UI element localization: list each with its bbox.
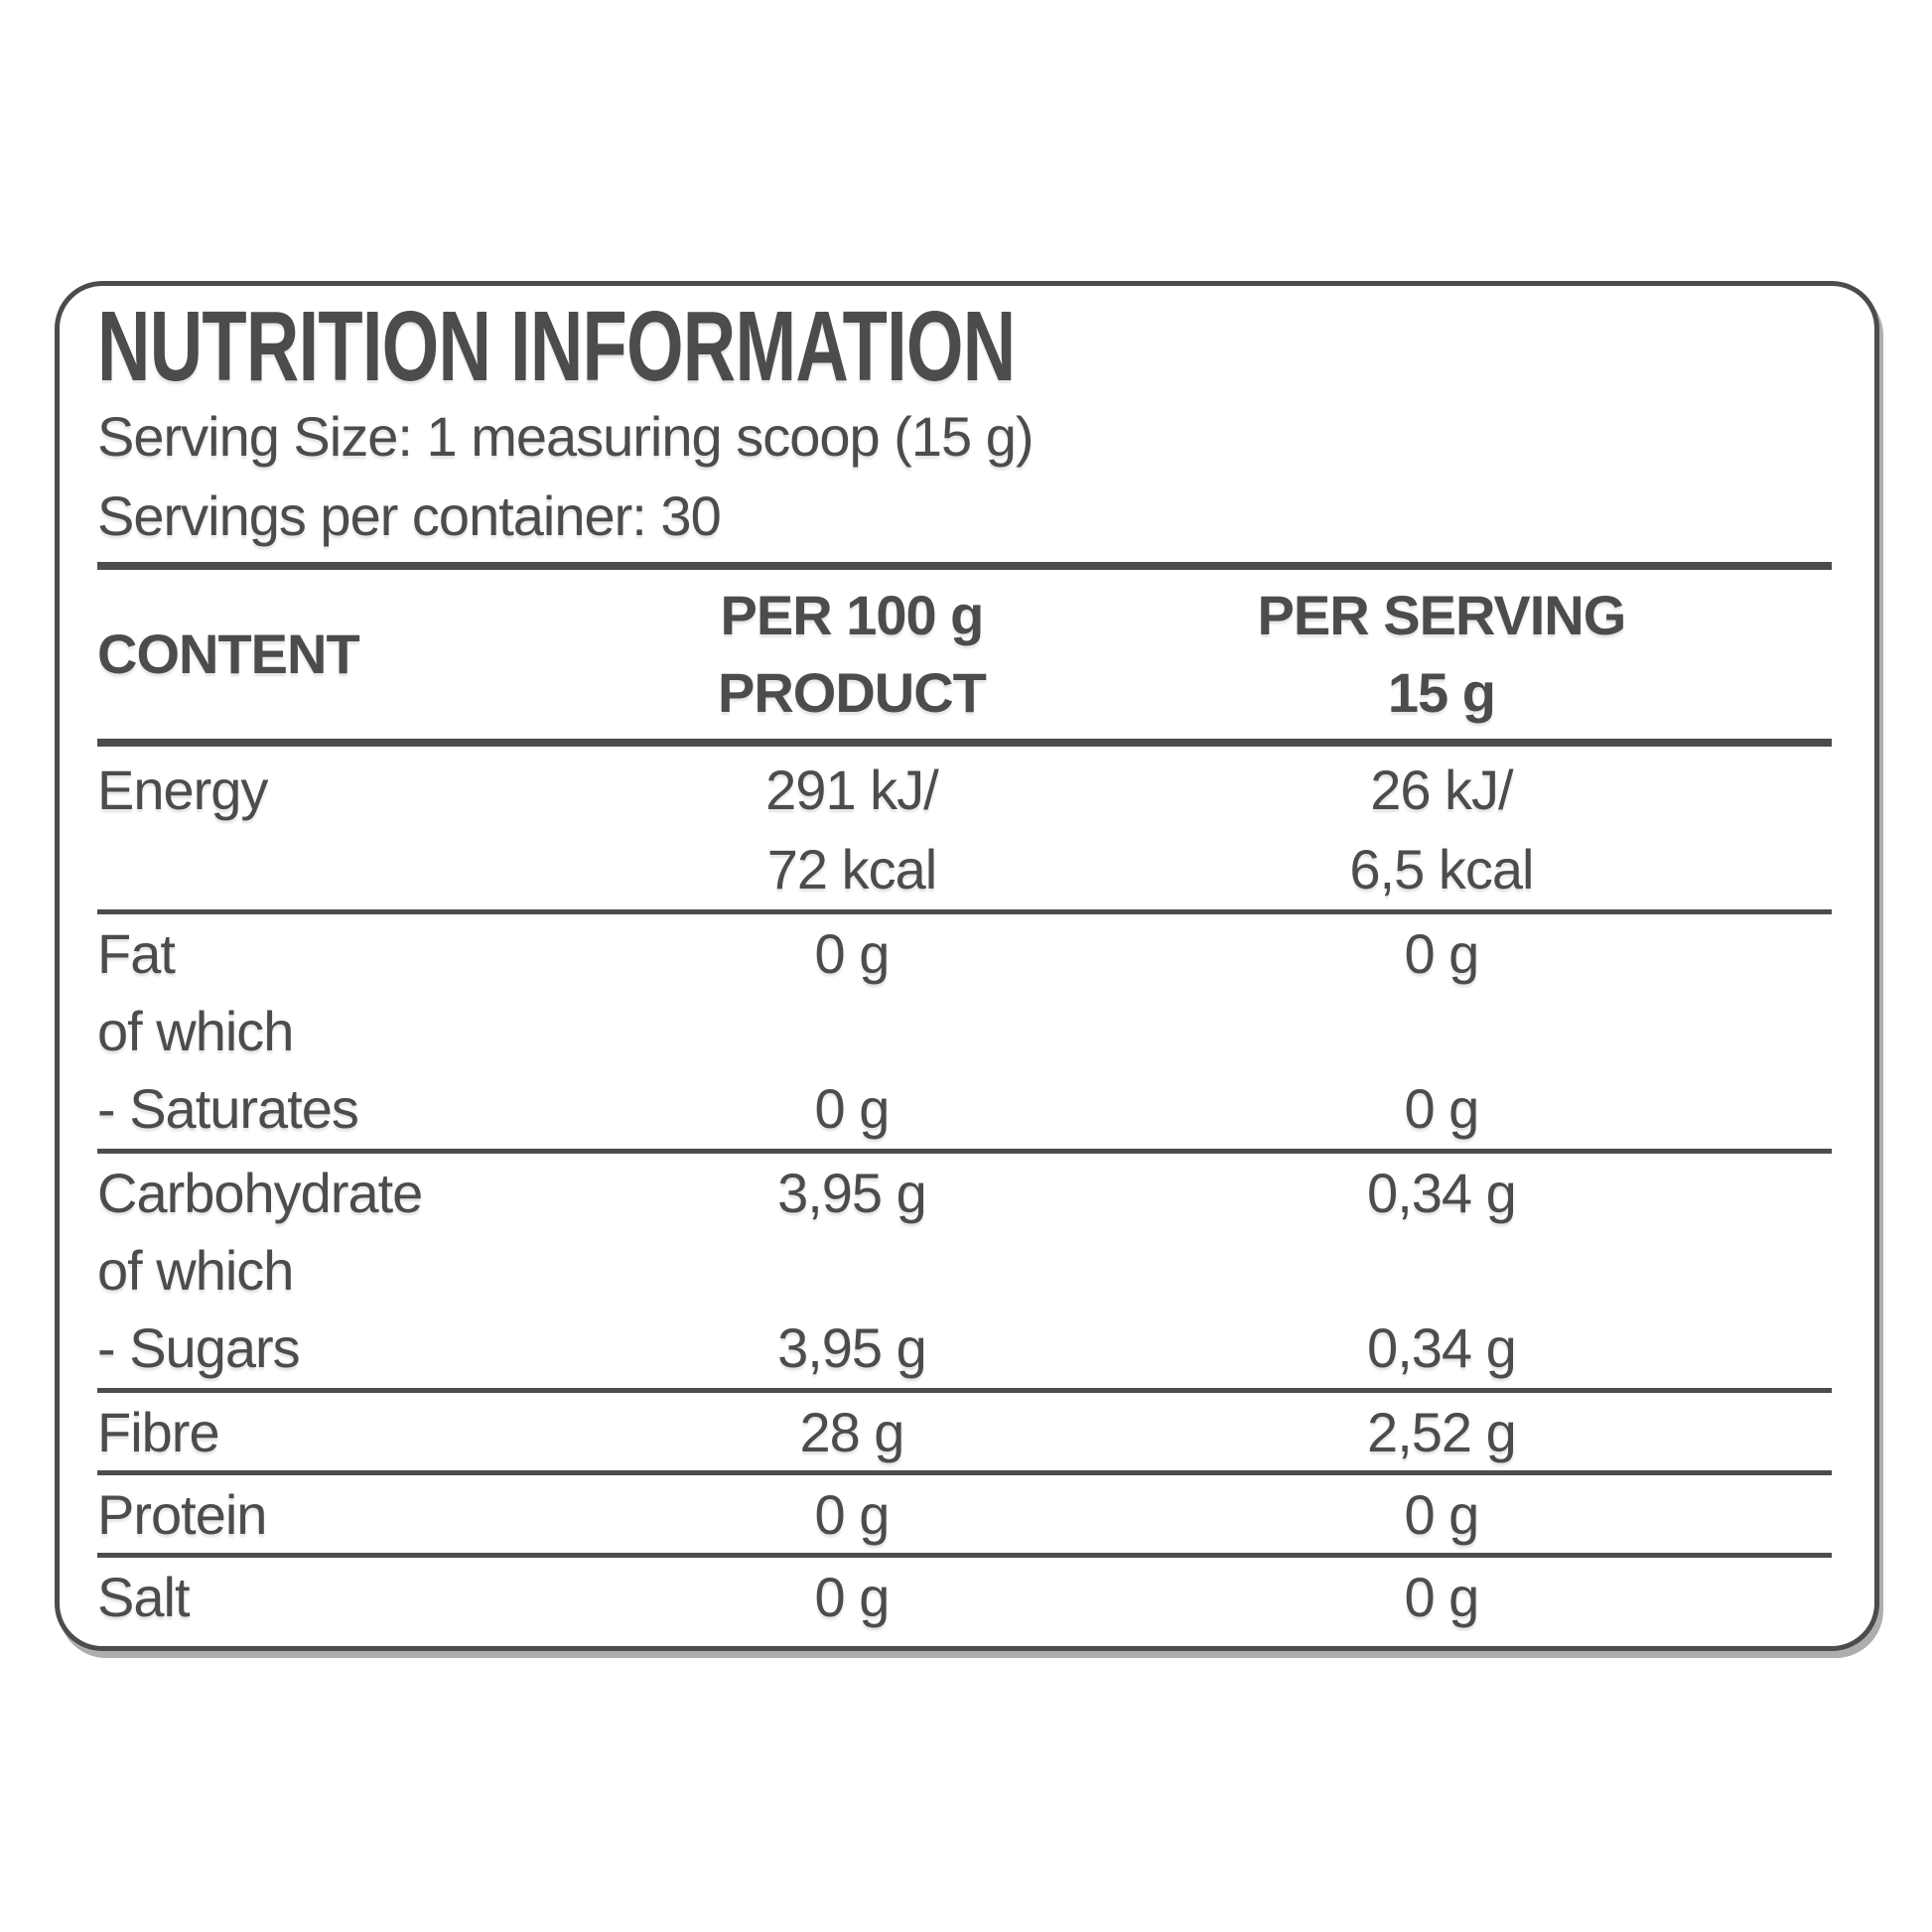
table-row: Energy 291 kJ/ 72 kcal 26 kJ/ 6,5 kcal xyxy=(97,747,1832,909)
row-value-per-serving: 0 g xyxy=(1404,1483,1479,1546)
row-value-per-100g: 3,95 g xyxy=(777,1162,927,1224)
divider-intro xyxy=(97,562,1832,570)
table-header-row: CONTENT PER 100 g PRODUCT PER SERVING 15… xyxy=(97,570,1832,739)
table-row: Fibre 28 g 2,52 g xyxy=(97,1393,1832,1470)
row-value-per-100g: 291 kJ/ 72 kcal xyxy=(765,759,939,900)
table-row: of which xyxy=(97,1231,1832,1309)
row-value-per-serving: 2,52 g xyxy=(1367,1401,1517,1463)
row-label: - Saturates xyxy=(97,1077,359,1140)
row-label: Salt xyxy=(97,1566,191,1628)
table-row: - Sugars 3,95 g 0,34 g xyxy=(97,1309,1832,1388)
table-row: Carbohydrate 3,95 g 0,34 g xyxy=(97,1154,1832,1231)
row-value-per-serving: 0,34 g xyxy=(1367,1316,1517,1379)
row-label: Protein xyxy=(97,1483,267,1546)
row-label: - Sugars xyxy=(97,1316,301,1379)
panel-content: NUTRITION INFORMATION Serving Size: 1 me… xyxy=(97,296,1832,1637)
table-row: Protein 0 g 0 g xyxy=(97,1475,1832,1553)
row-value-per-100g: 0 g xyxy=(814,1566,891,1628)
row-label: Fat xyxy=(97,922,176,985)
row-value-per-100g: 3,95 g xyxy=(777,1316,927,1379)
table-row: Fat 0 g 0 g xyxy=(97,914,1832,992)
panel-title-row: NUTRITION INFORMATION xyxy=(97,296,1832,397)
nutrition-panel: NUTRITION INFORMATION Serving Size: 1 me… xyxy=(55,281,1879,1651)
row-divider xyxy=(97,1553,1832,1558)
serving-size-text: Serving Size: 1 measuring scoop (15 g) xyxy=(97,405,1035,468)
row-value-per-serving: 0 g xyxy=(1404,1077,1479,1140)
row-value-per-100g: 0 g xyxy=(814,1077,891,1140)
row-value-per-serving: 0,34 g xyxy=(1367,1162,1517,1224)
row-divider xyxy=(97,909,1832,914)
servings-per-container-text: Servings per container: 30 xyxy=(97,484,722,547)
row-divider xyxy=(97,1149,1832,1154)
table-row: of which xyxy=(97,992,1832,1069)
header-content: CONTENT xyxy=(97,622,360,685)
row-value-per-100g: 0 g xyxy=(814,922,891,985)
row-label: of which xyxy=(97,1000,294,1062)
row-label: of which xyxy=(97,1239,294,1302)
row-divider xyxy=(97,1388,1832,1393)
row-value-per-serving: 0 g xyxy=(1404,1566,1479,1628)
row-label: Carbohydrate xyxy=(97,1162,423,1224)
row-value-per-serving: 26 kJ/ 6,5 kcal xyxy=(1349,759,1534,900)
row-label: Fibre xyxy=(97,1401,220,1463)
divider-header xyxy=(97,739,1832,747)
table-row: - Saturates 0 g 0 g xyxy=(97,1069,1832,1149)
panel-title: NUTRITION INFORMATION xyxy=(97,291,1016,402)
header-per-100g: PER 100 g PRODUCT xyxy=(717,584,987,724)
row-value-per-serving: 0 g xyxy=(1404,922,1479,985)
row-label: Energy xyxy=(97,759,268,821)
row-divider xyxy=(97,1470,1832,1475)
header-per-serving: PER SERVING 15 g xyxy=(1257,584,1627,724)
row-value-per-100g: 0 g xyxy=(814,1483,891,1546)
table-row: Salt 0 g 0 g xyxy=(97,1558,1832,1637)
row-value-per-100g: 28 g xyxy=(799,1401,904,1463)
